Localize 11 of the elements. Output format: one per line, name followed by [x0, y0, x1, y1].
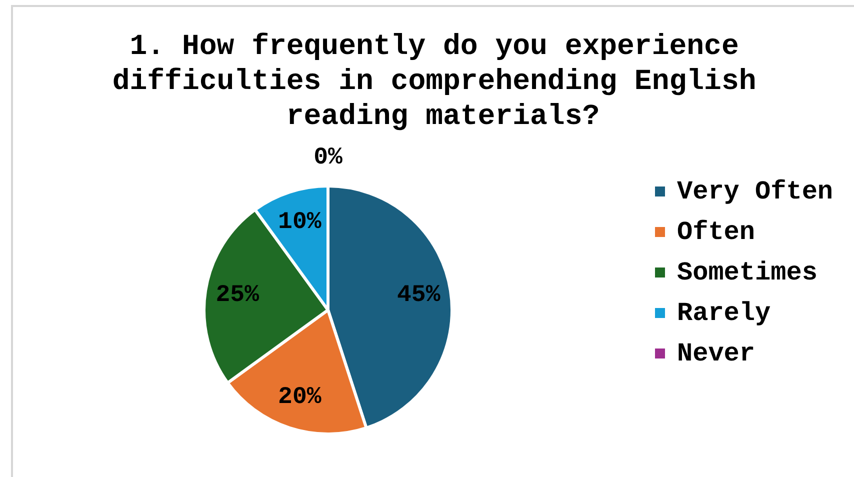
chart-title: 1. How frequently do you experience difficulties in comprehending English reading materials? [112, 30, 774, 133]
legend-label: Rarely [677, 298, 772, 328]
legend-label: Very Often [677, 176, 834, 206]
text: 0% [314, 144, 342, 172]
data-label: 10% [278, 209, 322, 236]
legend-label: Often [677, 217, 756, 247]
data-label: 25% [216, 282, 260, 310]
legend-label: Sometimes [677, 258, 818, 288]
data-label: 20% [278, 384, 322, 411]
legend-label: Never [677, 338, 756, 368]
data-label: 45% [397, 282, 441, 310]
